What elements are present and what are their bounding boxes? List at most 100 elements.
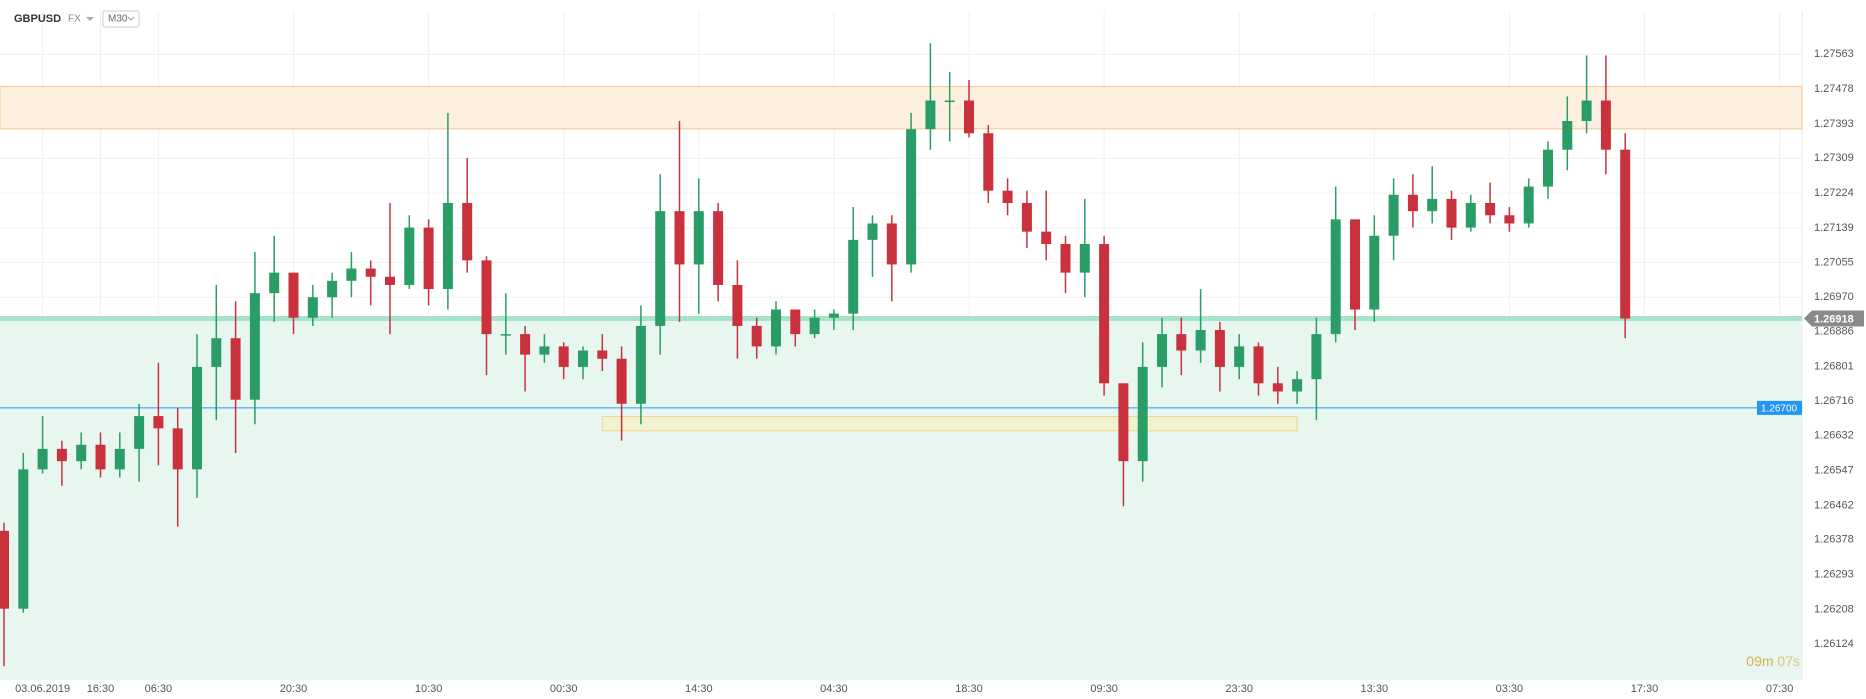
candle-body [1350,219,1360,310]
candle-body [693,211,704,265]
candle-body [500,334,511,336]
candle-body [76,444,87,462]
candle-body [1002,190,1013,203]
y-tick-label: 1.27139 [1814,222,1854,234]
candle-body [1600,100,1611,150]
candle-body [1272,383,1283,392]
candle-body [674,211,685,265]
candle-body [192,366,202,470]
market[interactable]: FX [68,14,81,25]
candle-body [1562,121,1573,150]
candle-body [848,239,859,314]
candle-body [37,448,48,470]
candle-body [751,325,762,347]
candle-body [1369,235,1380,310]
candle-body [56,448,67,462]
candle-body [1195,330,1206,351]
candle-body [230,338,241,400]
candle-body [404,227,415,285]
candle-body [365,268,376,277]
candle-body [1523,186,1534,224]
y-tick-label: 1.26208 [1814,603,1854,615]
candle-body [906,129,917,265]
dropdown-caret[interactable] [86,17,94,21]
candle-body [423,227,434,290]
x-tick-label: 16:30 [87,683,115,695]
candle-body [442,202,453,290]
timeframe-caret [127,16,135,21]
x-tick-label: 14:30 [685,683,713,695]
candle-body [1157,334,1167,367]
timeframe-box[interactable] [102,10,140,28]
header: GBPUSD FX M30 [14,10,140,28]
candle-body [327,280,338,298]
candle-body [153,416,164,429]
candle-body [790,309,801,335]
price-area [0,318,1802,680]
y-tick-label: 1.27309 [1814,152,1854,164]
candle-body [1581,100,1592,122]
candle-body [307,297,318,318]
x-tick-label: 18:30 [955,683,983,695]
countdown: 09m 07s [1746,653,1800,669]
candle-body [1427,198,1438,212]
y-tick-label: 1.27055 [1814,256,1854,268]
candle-body [520,334,531,355]
y-tick-label: 1.26970 [1814,291,1854,303]
candle-body [1292,379,1303,392]
x-tick-label: 06:30 [145,683,173,695]
candle-body [134,416,145,449]
candle-body [635,325,646,404]
candle-body [867,223,878,240]
candle-body [1079,243,1090,273]
x-tick-label: 00:30 [550,683,578,695]
candle-body [597,350,608,359]
resistance-zone [0,86,1803,130]
candle-body [1543,149,1553,187]
price-line-label: 1.26700 [1761,404,1798,415]
y-tick-label: 1.27563 [1814,48,1854,60]
candle-body [1234,346,1245,367]
x-tick-label: 07:30 [1766,683,1794,695]
candle-body [462,202,473,261]
candle-body [1485,202,1496,216]
y-tick-label: 1.27478 [1814,83,1854,95]
candle-body [616,358,627,404]
candle-body [1060,243,1071,273]
candle-body [655,211,666,326]
candle-body [269,272,280,294]
y-tick-label: 1.26547 [1814,464,1854,476]
candle-body [1176,334,1187,351]
candle-body [211,338,222,367]
candle-body [1407,194,1418,212]
candle-body [249,293,260,400]
y-tick-label: 1.26293 [1814,569,1854,581]
candle-body [809,317,820,335]
candle-body [828,313,839,318]
candle-body [771,309,781,347]
candle-body [288,272,299,318]
y-tick-label: 1.27393 [1814,118,1854,130]
last-price-label: 1.26918 [1814,313,1854,325]
x-tick-label: 04:30 [820,683,848,695]
candle-body [1620,149,1631,319]
x-tick-label: 09:30 [1090,683,1118,695]
y-tick-label: 1.27224 [1814,187,1854,199]
candle-body [1504,215,1515,224]
candle-body [1137,366,1148,462]
candle-body [18,469,29,609]
x-tick-label: 23:30 [1225,683,1253,695]
candle-body [1311,334,1322,380]
x-tick-label: 03.06.2019 [15,683,70,695]
y-tick-label: 1.26632 [1814,430,1854,442]
y-tick-label: 1.26886 [1814,326,1854,338]
support-box [601,415,1298,432]
candle-body [1021,202,1032,232]
candle-body [1099,243,1110,384]
last-price-tag [1804,310,1864,327]
countdown-minutes: 09m [1746,653,1773,669]
candle-body [944,100,955,103]
timeframe[interactable]: M30 [108,14,128,25]
